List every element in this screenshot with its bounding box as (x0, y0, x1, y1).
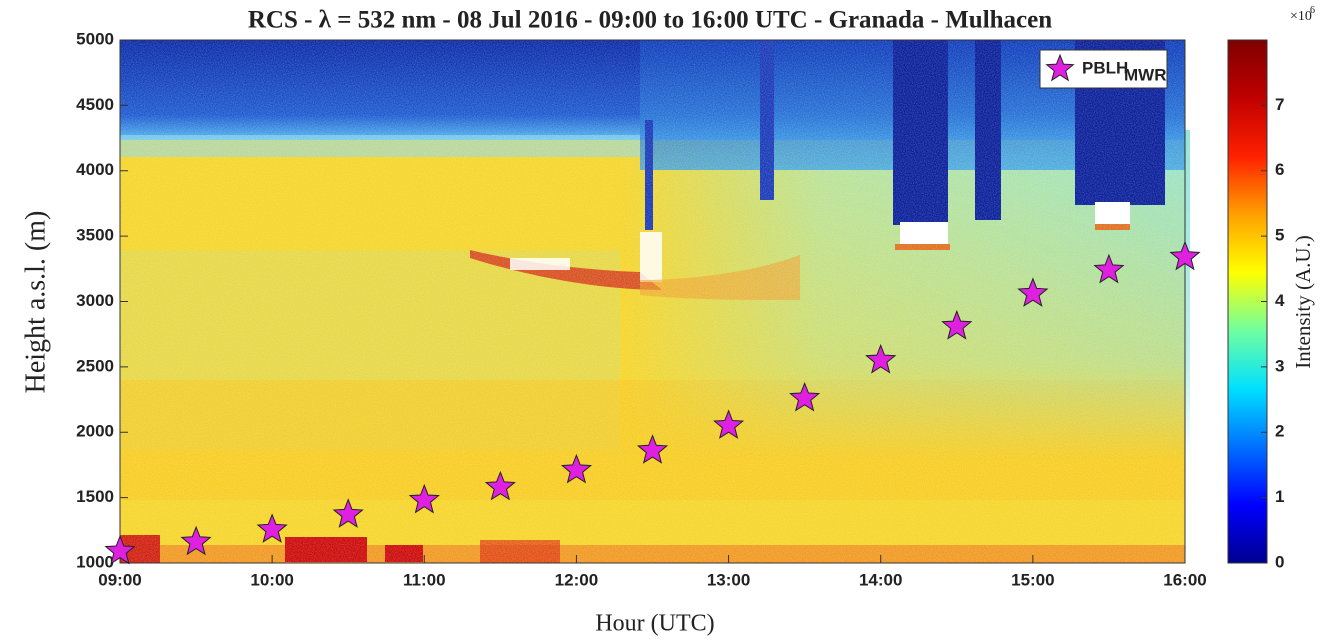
x-axis-label: Hour (UTC) (595, 611, 714, 637)
pblh-star (636, 434, 669, 464)
colorbar-tick-label: 1 (1275, 487, 1284, 506)
colorbar-tick-label: 7 (1275, 95, 1284, 114)
pblh-star (104, 534, 136, 565)
legend: PBLH MWR (1039, 49, 1168, 89)
x-tick-label: 16:00 (1163, 570, 1206, 589)
pblh-star (408, 483, 440, 514)
pblh-star (484, 470, 516, 501)
x-tick-label: 15:00 (1011, 570, 1054, 589)
pblh-star (1017, 277, 1049, 307)
colorbar-tick-label: 5 (1275, 226, 1284, 245)
lidar-background (120, 40, 1190, 563)
colorbar-tick-label: 3 (1275, 356, 1284, 375)
y-axis-label: Height a.s.l. (m) (20, 211, 51, 394)
pblh-star (1093, 253, 1125, 284)
y-tick-label: 3000 (76, 291, 114, 310)
colorbar-multiplier: ×10 (1290, 9, 1312, 24)
x-tick-label: 14:00 (859, 570, 902, 589)
x-tick-label: 09:00 (98, 570, 141, 589)
y-tick-label: 4000 (76, 160, 114, 179)
pblh-star (865, 343, 897, 374)
legend-label-subscript: MWR (1124, 65, 1166, 84)
pblh-star (256, 513, 288, 543)
pblh-star (1169, 240, 1201, 271)
x-tick-label: 12:00 (555, 570, 598, 589)
x-tick-label: 10:00 (250, 570, 293, 589)
pblh-star (712, 409, 745, 439)
pblh-star (180, 525, 212, 556)
pblh-star (332, 498, 364, 528)
y-tick-label: 1000 (76, 552, 114, 571)
x-tick-label: 11:00 (403, 570, 446, 589)
colorbar-tick-label: 2 (1275, 422, 1284, 441)
colorbar-exponent: 6 (1310, 5, 1315, 16)
colorbar-tick-label: 4 (1275, 291, 1285, 310)
pblh-star (941, 309, 973, 340)
y-tick-label: 2000 (76, 422, 114, 441)
pblh-star (789, 381, 821, 412)
colorbar-tick-label: 6 (1275, 160, 1284, 179)
colorbar (1227, 39, 1268, 564)
x-tick-label: 13:00 (707, 570, 750, 589)
colorbar-tick-label: 0 (1275, 552, 1284, 571)
y-tick-label: 1500 (76, 487, 114, 506)
colorbar-label: Intensity (A.U.) (1291, 235, 1315, 369)
y-tick-label: 4500 (76, 95, 114, 114)
y-tick-label: 2500 (76, 356, 114, 375)
legend-marker (1045, 53, 1075, 82)
chart-title: RCS - λ = 532 nm - 08 Jul 2016 - 09:00 t… (248, 7, 1052, 34)
pblh-star (560, 453, 593, 484)
y-tick-label: 5000 (76, 29, 114, 48)
legend-label: PBLH (1082, 58, 1128, 77)
y-tick-label: 3500 (76, 226, 114, 245)
